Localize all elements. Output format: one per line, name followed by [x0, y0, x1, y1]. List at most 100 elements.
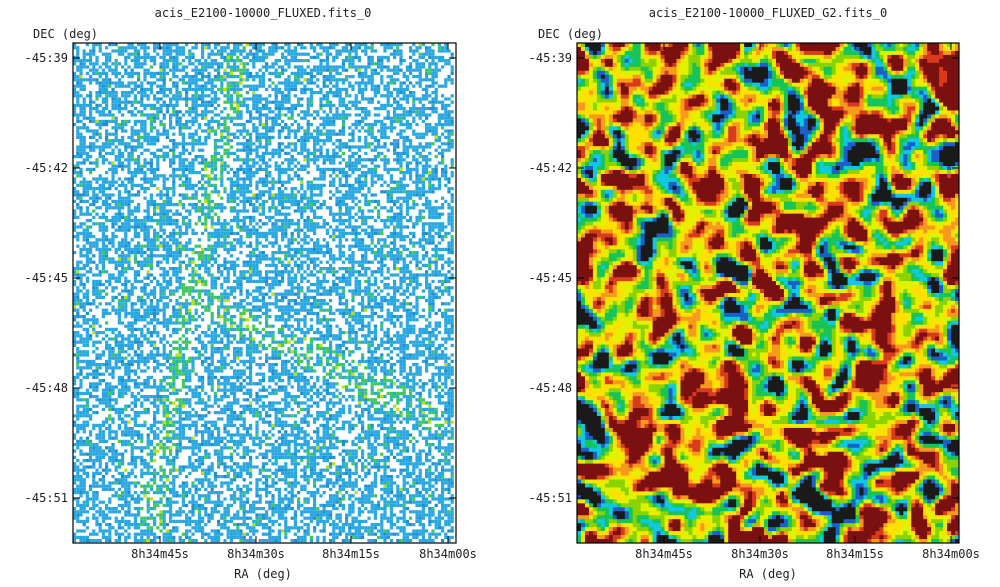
heatmap-cell	[137, 119, 141, 123]
heatmap-cell	[117, 126, 121, 130]
heatmap-cell	[121, 126, 125, 130]
heatmap-cell	[226, 228, 230, 232]
heatmap-cell	[213, 247, 217, 251]
heatmap-cell	[389, 241, 393, 245]
heatmap-cell	[178, 267, 182, 271]
heatmap-cell	[258, 110, 262, 114]
heatmap-cell	[354, 180, 358, 184]
heatmap-cell	[245, 190, 249, 194]
heatmap-cell	[409, 177, 413, 181]
heatmap-cell	[412, 129, 416, 133]
heatmap-cell	[418, 267, 422, 271]
heatmap-cell	[425, 241, 429, 245]
heatmap-cell	[79, 139, 83, 143]
heatmap-cell	[380, 254, 384, 258]
heatmap-cell	[300, 260, 304, 264]
heatmap-cell	[229, 247, 233, 251]
heatmap-cell	[117, 219, 121, 223]
heatmap-cell	[133, 148, 137, 152]
heatmap-cell	[425, 190, 429, 194]
heatmap-cell	[249, 270, 253, 274]
heatmap-cell	[207, 257, 211, 261]
heatmap-cell	[284, 123, 288, 127]
heatmap-cell	[172, 103, 176, 107]
heatmap-cell	[223, 142, 227, 146]
heatmap-cell	[402, 97, 406, 101]
heatmap-cell	[73, 190, 77, 194]
heatmap-cell	[431, 238, 435, 242]
heatmap-cell	[322, 78, 326, 82]
heatmap-cell	[95, 244, 99, 248]
heatmap-cell	[114, 84, 118, 88]
heatmap-cell	[332, 43, 336, 47]
heatmap-cell	[409, 174, 413, 178]
heatmap-cell	[245, 228, 249, 232]
heatmap-cell	[191, 62, 195, 66]
heatmap-cell	[236, 116, 240, 120]
heatmap-cell	[444, 231, 448, 235]
heatmap-cell	[364, 183, 368, 187]
heatmap-cell	[169, 219, 173, 223]
heatmap-cell	[441, 100, 445, 104]
heatmap-cell	[412, 231, 416, 235]
heatmap-cell	[175, 81, 179, 85]
heatmap-cell	[380, 107, 384, 111]
heatmap-cell	[101, 91, 105, 95]
heatmap-cell	[309, 225, 313, 229]
heatmap-cell	[431, 68, 435, 72]
heatmap-cell	[284, 225, 288, 229]
heatmap-cell	[229, 87, 233, 91]
heatmap-cell	[386, 148, 390, 152]
heatmap-cell	[351, 215, 355, 219]
heatmap-cell	[133, 244, 137, 248]
heatmap-cell	[178, 263, 182, 267]
heatmap-cell	[201, 94, 205, 98]
heatmap-cell	[345, 257, 349, 261]
heatmap-cell	[242, 209, 246, 213]
heatmap-cell	[441, 174, 445, 178]
heatmap-cell	[380, 190, 384, 194]
heatmap-cell	[236, 158, 240, 162]
heatmap-cell	[450, 55, 454, 59]
heatmap-cell	[396, 222, 400, 226]
heatmap-cell	[316, 199, 320, 203]
heatmap-cell	[249, 244, 253, 248]
heatmap-cell	[73, 267, 77, 271]
heatmap-cell	[447, 145, 451, 149]
heatmap-cell	[364, 135, 368, 139]
heatmap-cell	[434, 222, 438, 226]
heatmap-cell	[431, 129, 435, 133]
heatmap-cell	[98, 196, 102, 200]
heatmap-cell	[236, 190, 240, 194]
heatmap-cell	[341, 78, 345, 82]
heatmap-cell	[354, 161, 358, 165]
heatmap-cell	[207, 235, 211, 239]
heatmap-cell	[332, 180, 336, 184]
heatmap-cell	[153, 231, 157, 235]
heatmap-cell	[89, 270, 93, 274]
heatmap-cell	[226, 43, 230, 47]
heatmap-cell	[418, 113, 422, 117]
heatmap-cell	[309, 158, 313, 162]
heatmap-cell	[181, 148, 185, 152]
heatmap-cell	[447, 75, 451, 79]
heatmap-cell	[409, 161, 413, 165]
heatmap-cell	[127, 145, 131, 149]
heatmap-cell	[105, 94, 109, 98]
heatmap-cell	[146, 203, 150, 207]
heatmap-cell	[79, 81, 83, 85]
heatmap-cell	[207, 71, 211, 75]
heatmap-cell	[101, 84, 105, 88]
heatmap-cell	[79, 107, 83, 111]
heatmap-cell	[421, 203, 425, 207]
heatmap-cell	[447, 119, 451, 123]
heatmap-cell	[274, 123, 278, 127]
heatmap-cell	[197, 87, 201, 91]
heatmap-cell	[431, 209, 435, 213]
heatmap-cell	[367, 203, 371, 207]
heatmap-cell	[108, 142, 112, 146]
heatmap-cell	[124, 71, 128, 75]
heatmap-cell	[383, 55, 387, 59]
heatmap-cell	[405, 119, 409, 123]
heatmap-cell	[421, 43, 425, 47]
